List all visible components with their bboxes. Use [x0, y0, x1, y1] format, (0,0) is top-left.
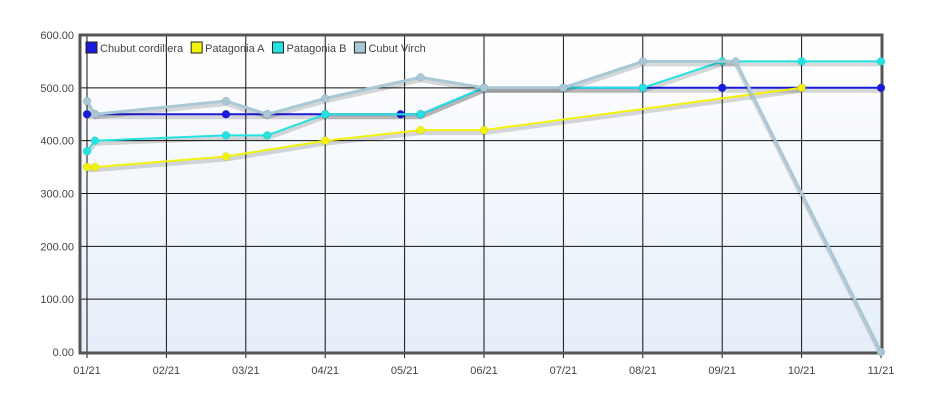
y-axis: 0.00 100.00 200.00 300.00 400.00 500.00 600.00	[40, 30, 74, 359]
legend-swatch	[190, 41, 203, 54]
y-tick-label: 400.00	[40, 136, 74, 148]
legend-label: Chubut cordillera	[100, 43, 184, 55]
data-point	[90, 162, 100, 172]
data-point	[320, 110, 330, 119]
data-point	[90, 136, 100, 145]
x-tick-label: 11/21	[868, 365, 895, 377]
data-point	[262, 110, 272, 119]
x-tick-label: 09/21	[708, 365, 736, 377]
x-tick-label: 04/21	[311, 365, 339, 377]
legend-label: Cubut Virch	[368, 43, 425, 55]
legend-swatch	[353, 41, 366, 54]
data-point	[416, 125, 425, 135]
data-point	[479, 125, 489, 135]
legend-label: Patagonia B	[287, 43, 347, 55]
data-point	[221, 152, 231, 161]
data-point	[82, 146, 92, 156]
data-point	[876, 83, 886, 93]
x-tick-label: 01/21	[73, 365, 101, 377]
legend-swatch	[85, 41, 98, 54]
y-tick-label: 200.00	[40, 241, 74, 253]
data-point	[638, 83, 648, 93]
data-point	[82, 96, 92, 106]
data-point	[262, 131, 272, 140]
plot-frame	[78, 33, 884, 355]
x-tick-label: 08/21	[629, 365, 657, 377]
y-tick-label: 500.00	[40, 83, 74, 95]
x-tick-label: 07/21	[550, 365, 578, 377]
x-tick-label: 03/21	[232, 365, 260, 377]
data-point	[221, 131, 231, 140]
data-point	[797, 83, 806, 93]
data-point	[221, 96, 231, 106]
data-point	[221, 110, 231, 119]
data-point	[638, 57, 648, 66]
legend: Chubut cordillera Patagonia A Patagonia B C…	[85, 41, 426, 55]
data-point	[797, 57, 806, 66]
series-layer	[82, 57, 886, 357]
data-point	[479, 83, 489, 93]
y-tick-label: 300.00	[40, 189, 74, 201]
data-point	[416, 110, 425, 119]
data-point	[559, 83, 568, 93]
x-tick-label: 10/21	[788, 365, 816, 377]
x-tick-label: 06/21	[470, 365, 498, 377]
data-point	[82, 162, 92, 172]
x-tick-label: 05/21	[391, 365, 419, 377]
legend-swatch	[272, 41, 284, 54]
y-tick-label: 600.00	[40, 30, 74, 42]
data-point	[90, 110, 100, 119]
data-point	[416, 73, 425, 82]
y-tick-label: 100.00	[40, 294, 74, 306]
data-point	[320, 94, 330, 103]
x-axis: 01/21 02/21 03/21 04/21 05/21 06/21 07/21 08/21…	[73, 365, 894, 377]
data-point	[876, 57, 886, 66]
data-point	[876, 347, 886, 357]
legend-label: Patagonia A	[205, 43, 265, 55]
x-tick-label: 02/21	[153, 365, 181, 377]
data-point	[731, 57, 740, 66]
data-point	[717, 83, 727, 93]
y-tick-label: 0.00	[53, 347, 74, 359]
data-point	[320, 136, 330, 145]
